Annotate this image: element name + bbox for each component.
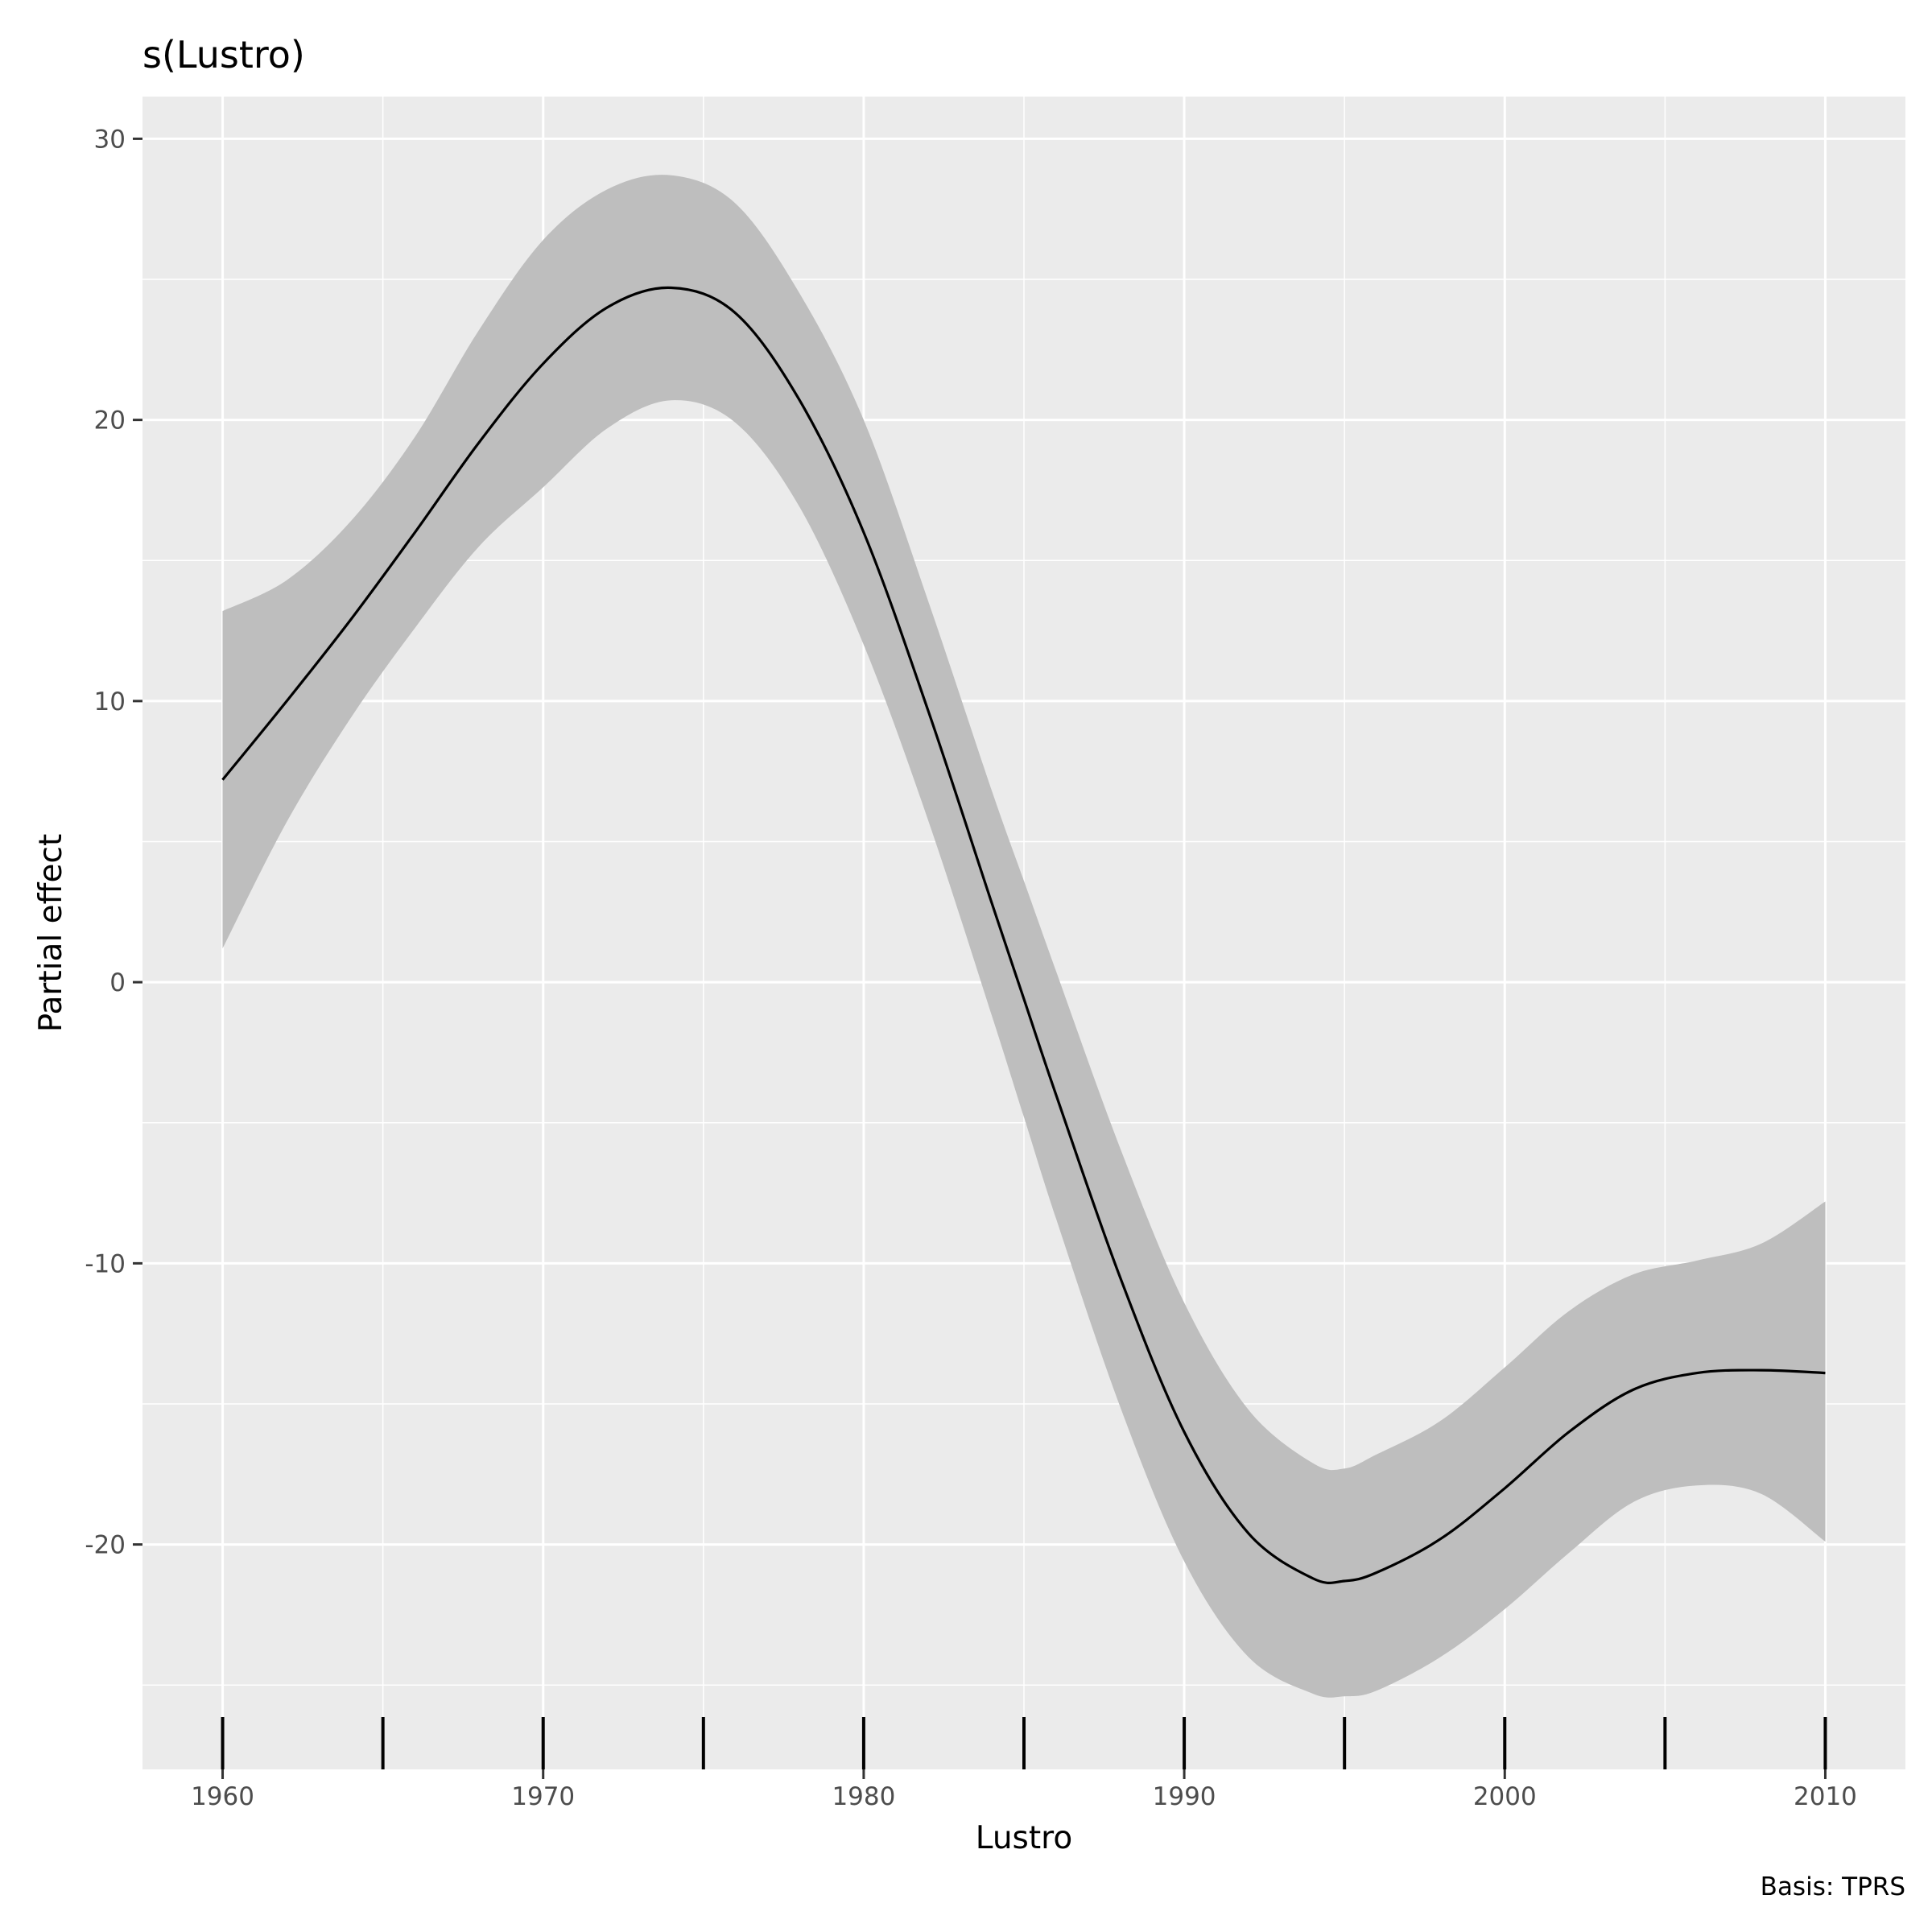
x-axis-title: Lustro (976, 1820, 1072, 1856)
smooth-line (221, 286, 1826, 1585)
x-tick-label: 2000 (1473, 1782, 1537, 1811)
x-tick-label: 1970 (511, 1782, 575, 1811)
confidence-band (222, 175, 1826, 1698)
x-tick-label: 2010 (1794, 1782, 1857, 1811)
caption-basis: Basis: TPRS (1761, 1872, 1905, 1901)
chart-title: s(Lustro) (142, 33, 305, 76)
y-tick-label: 30 (94, 125, 126, 154)
y-tick-label: -20 (85, 1531, 126, 1560)
x-axis: 1960 1970 1980 1990 2000 2010 (191, 1769, 1857, 1811)
x-tick-label: 1980 (832, 1782, 895, 1811)
y-tick-label: 20 (94, 407, 126, 436)
smooth-line-path (221, 286, 1826, 1585)
rug-marks (221, 1717, 1827, 1769)
x-tick-label: 1960 (191, 1782, 254, 1811)
confidence-band-area (222, 175, 1826, 1698)
x-tick-label: 1990 (1153, 1782, 1216, 1811)
y-tick-label: 10 (94, 687, 126, 716)
y-axis: 30 20 10 0 -10 -20 (85, 125, 142, 1560)
y-tick-label: 0 (109, 968, 126, 997)
y-tick-label: -10 (85, 1249, 126, 1278)
y-axis-title: Partial effect (33, 834, 69, 1033)
major-gridlines (142, 97, 1905, 1769)
